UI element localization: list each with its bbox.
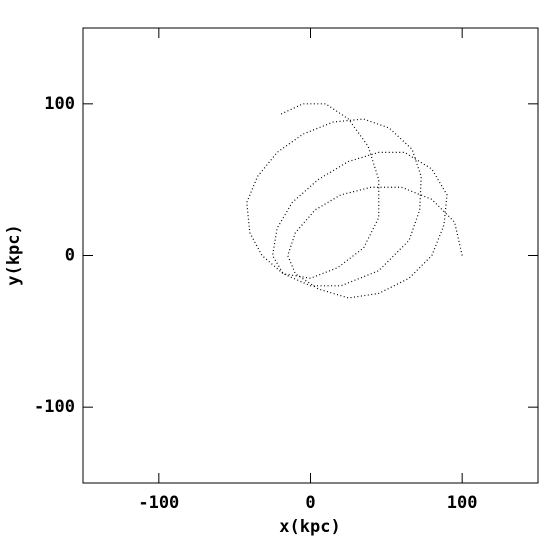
x-tick-label: 100 bbox=[447, 493, 478, 513]
orbit bbox=[246, 103, 463, 299]
y-tick-label: 0 bbox=[65, 246, 75, 266]
x-axis-label: x(kpc) bbox=[279, 517, 340, 537]
x-tick-label: -100 bbox=[138, 493, 179, 513]
plot-frame bbox=[82, 27, 539, 484]
y-tick-label: 100 bbox=[44, 94, 75, 114]
y-axis-label: y(kpc) bbox=[4, 224, 24, 285]
y-tick-label: -100 bbox=[34, 397, 75, 417]
x-tick-label: 0 bbox=[305, 493, 315, 513]
